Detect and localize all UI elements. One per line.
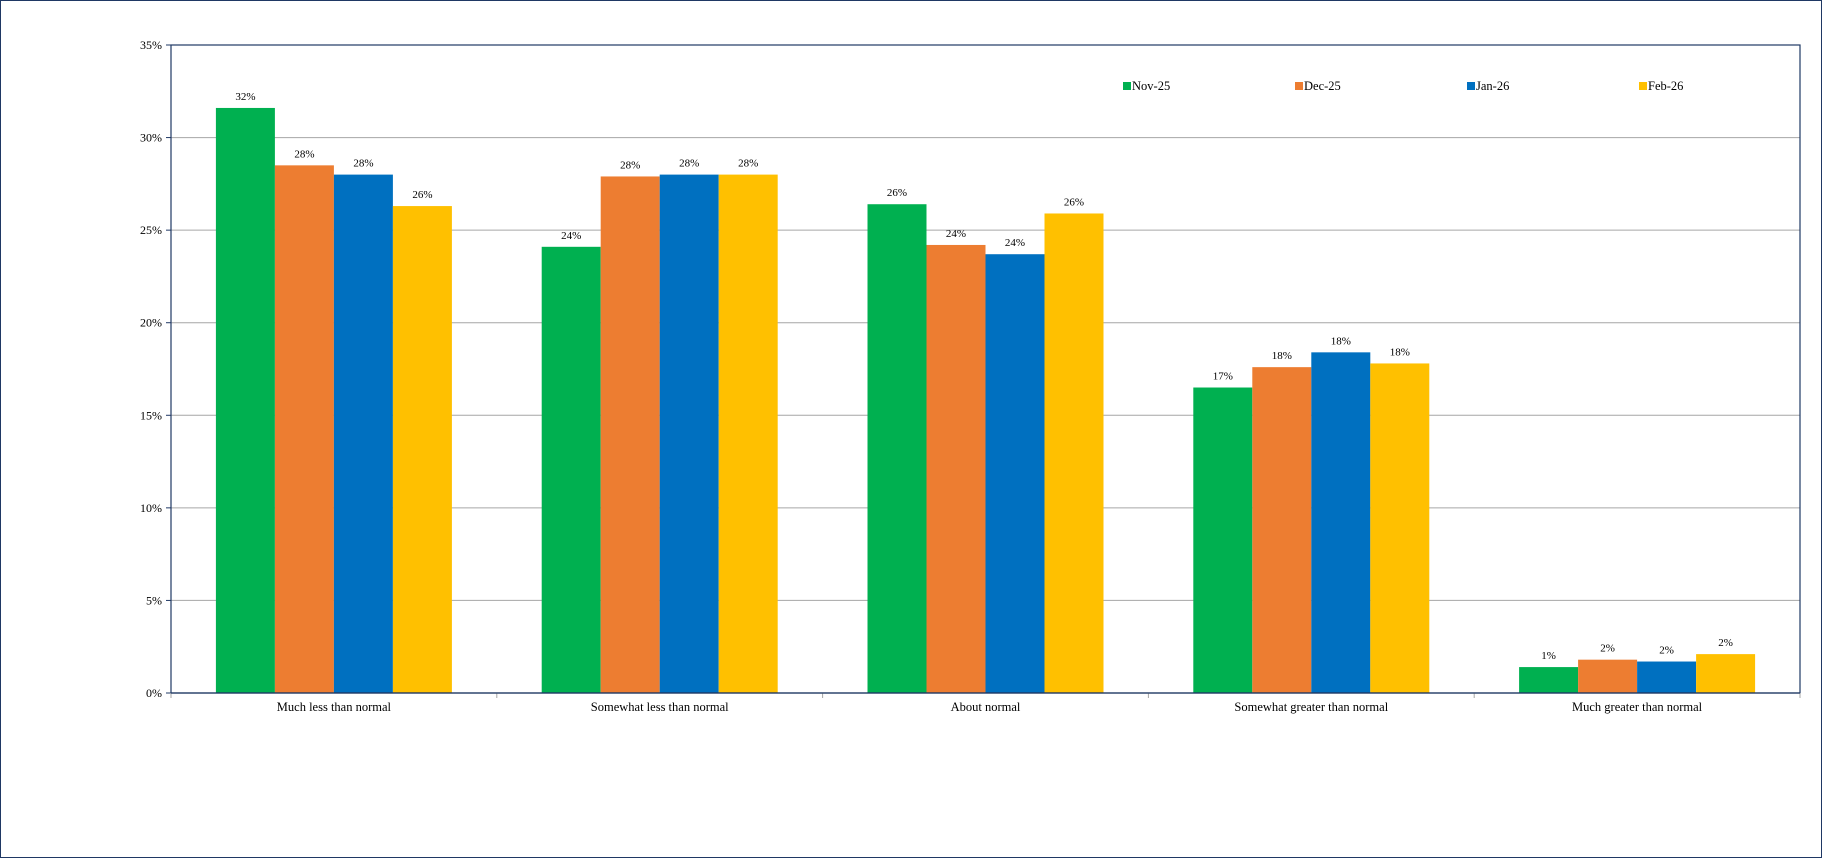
- data-label: 24%: [561, 230, 581, 242]
- legend-swatch: [1123, 82, 1131, 90]
- bar: [659, 174, 719, 694]
- y-tick-label: 10%: [140, 501, 162, 515]
- bar: [541, 246, 601, 693]
- x-category-label: Much greater than normal: [1572, 700, 1703, 714]
- bar: [1252, 367, 1312, 693]
- bar: [718, 174, 778, 694]
- data-label: 28%: [353, 158, 373, 170]
- y-tick-label: 5%: [146, 593, 162, 607]
- legend: Nov-25 Dec-25 Jan-26 Feb-26: [1123, 79, 1683, 93]
- bar: [926, 244, 986, 693]
- bar: [985, 254, 1045, 693]
- data-label: 2%: [1659, 645, 1674, 657]
- data-label: 18%: [1331, 335, 1351, 347]
- bar: [333, 174, 393, 694]
- bar: [274, 165, 334, 694]
- data-label: 18%: [1272, 350, 1292, 362]
- bar: [1637, 661, 1697, 693]
- data-label: 26%: [412, 189, 432, 201]
- data-label: 1%: [1541, 650, 1556, 662]
- legend-label: Nov-25: [1132, 79, 1170, 93]
- bar: [1311, 352, 1371, 693]
- data-label: 26%: [1064, 196, 1084, 208]
- y-tick-label: 20%: [140, 316, 162, 330]
- data-label: 2%: [1600, 643, 1615, 655]
- legend-swatch: [1639, 82, 1647, 90]
- data-label: 32%: [235, 91, 255, 103]
- legend-label: Dec-25: [1304, 79, 1341, 93]
- y-tick-label: 25%: [140, 223, 162, 237]
- data-label: 2%: [1718, 637, 1733, 649]
- legend-swatch: [1467, 82, 1475, 90]
- data-label: 18%: [1390, 346, 1410, 358]
- data-label: 24%: [946, 228, 966, 240]
- data-label: 17%: [1213, 371, 1233, 383]
- y-tick-label: 0%: [146, 686, 162, 700]
- x-category-label: About normal: [951, 700, 1021, 714]
- x-category-label: Somewhat less than normal: [591, 700, 729, 714]
- data-label: 26%: [887, 187, 907, 199]
- bar: [1044, 213, 1104, 694]
- data-label: 24%: [1005, 237, 1025, 249]
- data-label: 28%: [738, 158, 758, 170]
- x-category-label: Somewhat greater than normal: [1234, 700, 1388, 714]
- data-labels: 32% 28% 28% 26% 24% 28% 28% 28% 26% 24% 24% 26% 17% 1…: [235, 91, 1733, 662]
- bar: [1519, 667, 1579, 693]
- y-tick-label: 15%: [140, 408, 162, 422]
- bar: [867, 204, 927, 694]
- bar: [1193, 387, 1253, 693]
- data-label: 28%: [294, 148, 314, 160]
- data-label: 28%: [679, 158, 699, 170]
- legend-label: Jan-26: [1476, 79, 1509, 93]
- bar: [1578, 659, 1638, 693]
- bar: [1370, 363, 1430, 693]
- bar: [1696, 654, 1756, 693]
- bar: [600, 176, 660, 694]
- bar: [392, 206, 452, 693]
- legend-label: Feb-26: [1648, 79, 1683, 93]
- x-category-label: Much less than normal: [277, 700, 392, 714]
- bars: [215, 107, 1756, 694]
- legend-swatch: [1295, 82, 1303, 90]
- bar: [215, 107, 275, 694]
- y-tick-label: 35%: [140, 38, 162, 52]
- axes: 0% 5% 10% 15% 20% 25% 30% 35% Much less than nor…: [140, 38, 1801, 714]
- data-label: 28%: [620, 159, 640, 171]
- y-tick-label: 30%: [140, 131, 162, 145]
